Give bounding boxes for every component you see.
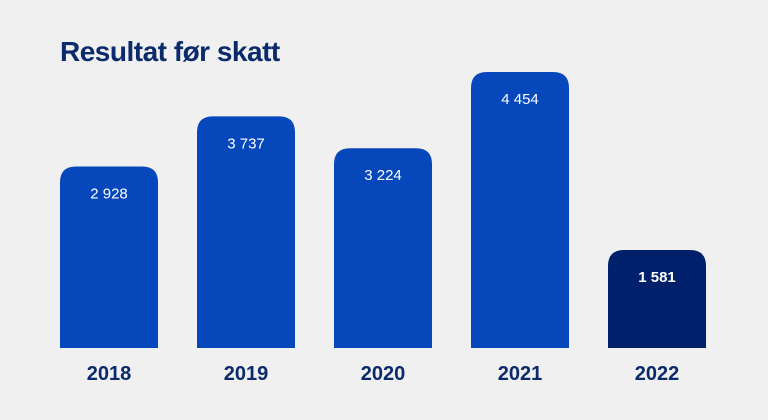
- bar-2019: [197, 116, 295, 348]
- bar-2021: [471, 72, 569, 348]
- bar-value-label: 4 454: [501, 91, 539, 108]
- x-tick-label: 2021: [498, 363, 543, 385]
- x-tick-label: 2018: [87, 363, 132, 385]
- chart-title: Resultat før skatt: [60, 36, 280, 67]
- bar-value-label: 3 224: [364, 167, 402, 184]
- bar-value-label: 2 928: [90, 186, 128, 203]
- bar-2020: [334, 148, 432, 348]
- bar-2018: [60, 166, 158, 348]
- bar-value-label: 1 581: [638, 269, 676, 286]
- x-tick-label: 2020: [361, 363, 406, 385]
- x-tick-label: 2019: [224, 363, 269, 385]
- x-tick-label: 2022: [635, 363, 680, 385]
- bar-2022: [608, 250, 706, 348]
- bar-value-label: 3 737: [227, 135, 265, 152]
